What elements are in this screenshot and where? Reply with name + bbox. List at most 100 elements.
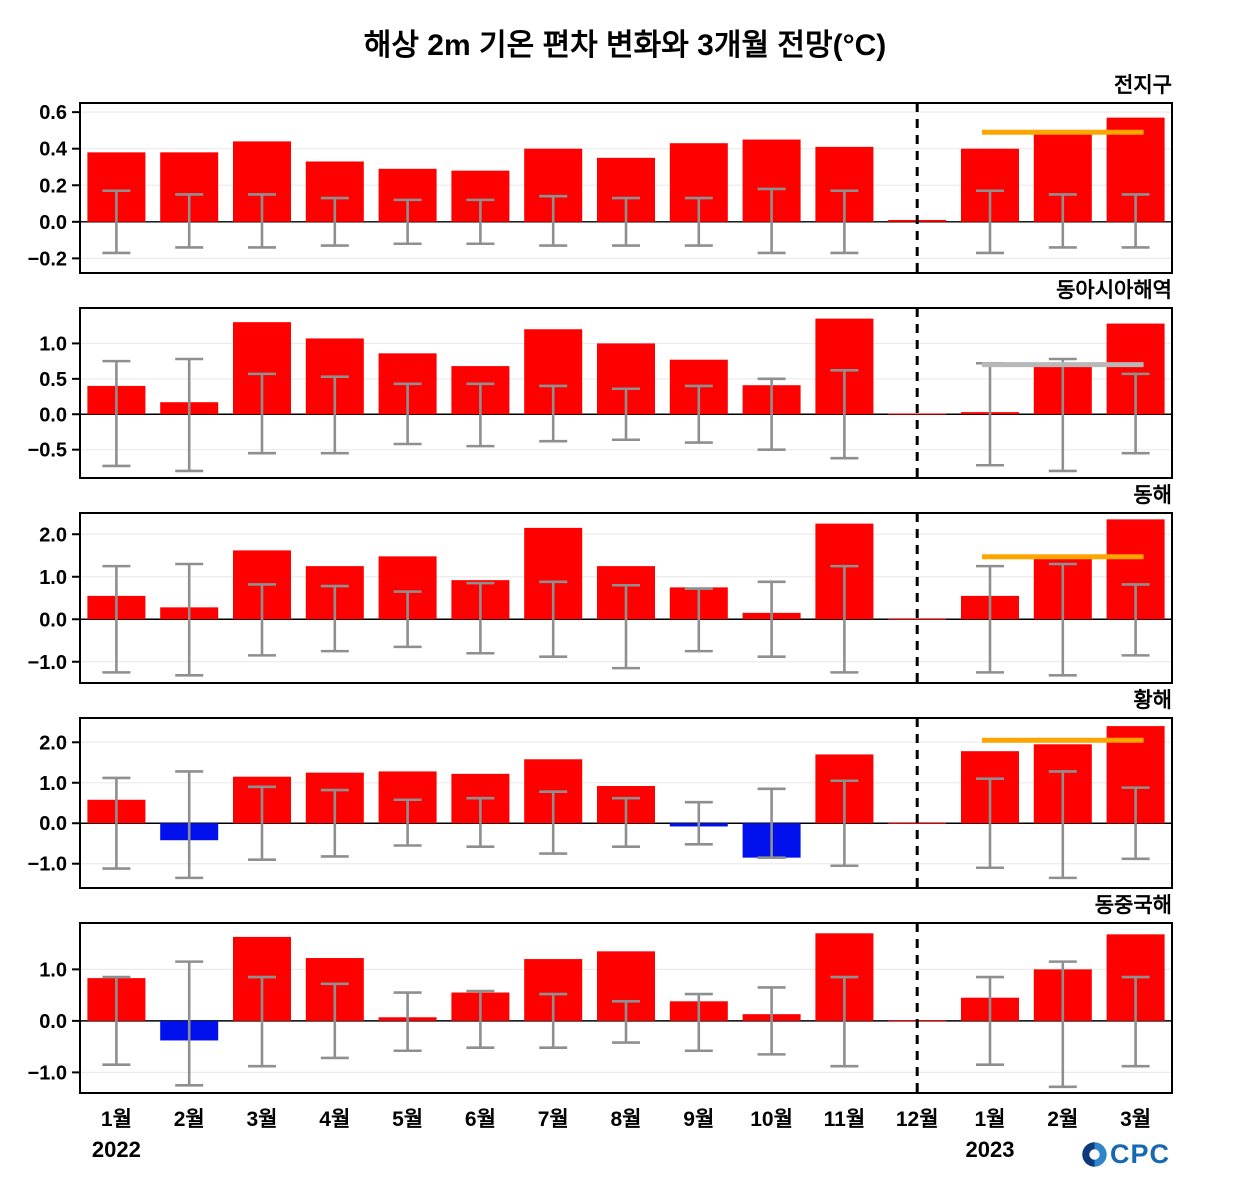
error-bar	[1048, 770, 1077, 880]
x-tick-label: 12월	[895, 1108, 939, 1131]
ocpc-circle-icon	[1082, 1142, 1107, 1167]
bar	[888, 618, 947, 620]
error-bar	[320, 375, 349, 455]
error-bar	[976, 189, 1004, 255]
error-bar	[612, 196, 640, 247]
panel-label-east-asia-seas: 동아시아해역	[1056, 279, 1172, 302]
y-tick-label: 1.0	[39, 773, 67, 795]
error-bar	[1048, 960, 1077, 1089]
error-bar	[320, 196, 349, 247]
bar	[888, 413, 947, 415]
plot-border	[79, 102, 1173, 274]
error-bar	[466, 198, 495, 246]
y-tick-label: 2.0	[39, 732, 67, 754]
plot-area-east-sea: 2.0 1.0 0.0 −1.0	[0, 509, 1250, 687]
plot-border	[79, 307, 1173, 479]
x-axis: CPC 1월 2월 3월 4월 5월 6월 7월 8월 9월 10월 11월 12월 1월 2월 3월 202…	[0, 1097, 1250, 1202]
y-tick-label: 1.0	[39, 333, 67, 355]
x-tick-label: 1월	[100, 1108, 132, 1131]
error-bar	[757, 787, 786, 859]
error-bar	[102, 776, 131, 870]
panel-chart: 2.0 1.0 0.0 −1.0	[28, 717, 1173, 889]
error-bar	[393, 382, 422, 446]
error-bar	[830, 369, 859, 460]
y-tick-label: 0.0	[39, 813, 67, 835]
error-bar	[1121, 583, 1150, 657]
panel-east-china-sea: 동중국해 1.0 0.0 −1.0	[0, 892, 1250, 1097]
error-bar	[466, 796, 495, 849]
panel-chart: 1.0 0.0 −1.0	[28, 922, 1173, 1094]
error-bar	[248, 372, 276, 455]
x-tick-label: 1월	[974, 1108, 1006, 1131]
x-tick-label: 4월	[319, 1108, 351, 1131]
error-bar	[976, 975, 1004, 1066]
error-bar	[175, 562, 204, 677]
error-bar	[612, 796, 640, 849]
error-bar	[466, 581, 495, 655]
error-bar	[684, 196, 713, 247]
y-tick-label: 0.4	[39, 139, 68, 161]
error-bar	[248, 785, 276, 861]
plot-area-east-china-sea: 1.0 0.0 −1.0	[0, 919, 1250, 1097]
y-tick-label: −1.0	[28, 652, 67, 674]
ocpc-logo: CPC	[1081, 1139, 1170, 1170]
x-tick-label: 2월	[1047, 1108, 1079, 1131]
plot-area-east-asia-seas: 1.0 0.5 0.0 −0.5	[0, 304, 1250, 482]
panel-east-sea: 동해 2.0 1.0 0.0 −1.0	[0, 482, 1250, 687]
error-bar	[757, 580, 786, 658]
error-bar	[175, 193, 204, 249]
y-tick-label: 0.0	[39, 1011, 67, 1033]
x-tick-label: 11월	[823, 1108, 866, 1131]
error-bar	[1048, 357, 1077, 473]
error-bar	[393, 198, 422, 246]
error-bar	[976, 564, 1004, 674]
chart-title: 해상 2m 기온 편차 변화와 3개월 전망(°C)	[363, 29, 887, 62]
error-bar	[248, 583, 276, 657]
panel-label-east-china-sea: 동중국해	[1094, 894, 1172, 917]
year-label: 2022	[91, 1137, 141, 1162]
bar	[888, 822, 947, 824]
y-tick-label: 0.0	[39, 212, 67, 234]
error-bar	[539, 384, 568, 443]
x-tick-label: 2월	[173, 1108, 205, 1131]
error-bar	[539, 194, 568, 247]
error-bar	[830, 564, 859, 674]
error-bar	[466, 382, 495, 448]
year-label: 2023	[965, 1137, 1015, 1162]
error-bar	[175, 770, 204, 880]
panel-label-global: 전지구	[1114, 74, 1172, 97]
error-bar	[830, 189, 859, 255]
error-bar	[1048, 562, 1077, 677]
y-tick-label: 0.2	[39, 175, 67, 197]
panel-yellow-sea: 황해 2.0 1.0 0.0 −1.0	[0, 687, 1250, 892]
panel-east-asia-seas: 동아시아해역 1.0 0.5 0.0 −0.5	[0, 277, 1250, 482]
error-bar	[757, 187, 786, 255]
error-bar	[102, 564, 131, 674]
panel-label-east-sea: 동해	[1133, 484, 1172, 507]
error-bar	[102, 189, 131, 255]
y-tick-label: 0.0	[39, 609, 67, 631]
error-bar	[757, 377, 786, 451]
panel-label-yellow-sea: 황해	[1133, 689, 1172, 712]
error-bar	[320, 788, 349, 858]
error-bar	[684, 992, 713, 1053]
error-bar	[612, 583, 640, 670]
error-bar	[248, 193, 276, 249]
error-bar	[612, 387, 640, 442]
error-bar	[320, 982, 349, 1060]
error-bar	[320, 584, 349, 653]
error-bar	[248, 975, 276, 1068]
plot-border	[79, 717, 1173, 889]
panel-global: 전지구 0.6 0.4 0.2 0.0 −0.2	[0, 72, 1250, 277]
x-tick-label: 3월	[1120, 1108, 1152, 1131]
plot-area-yellow-sea: 2.0 1.0 0.0 −1.0	[0, 714, 1250, 892]
y-tick-label: 1.0	[39, 567, 67, 589]
error-bar	[393, 798, 422, 847]
x-tick-label: 7월	[537, 1108, 569, 1131]
error-bar	[466, 989, 495, 1049]
panel-chart: 2.0 1.0 0.0 −1.0	[28, 512, 1173, 684]
error-bar	[102, 359, 131, 468]
error-bar	[175, 960, 204, 1087]
y-tick-label: 1.0	[39, 959, 67, 981]
